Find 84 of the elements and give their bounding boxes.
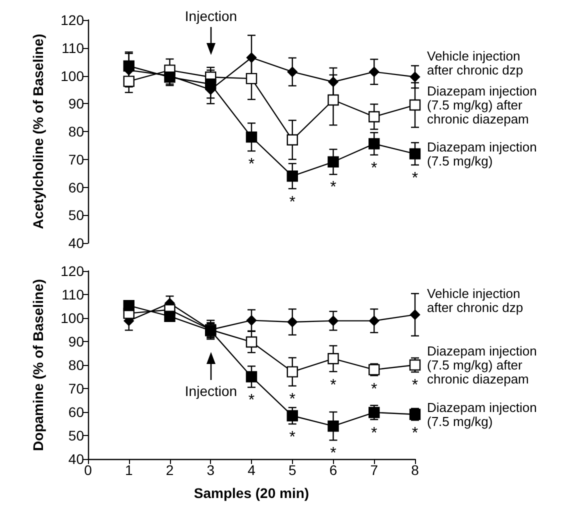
point: [369, 316, 380, 326]
x-tick-label: 6: [329, 462, 338, 478]
annotation: *: [412, 425, 418, 442]
x-tick-label: 8: [411, 462, 420, 478]
point: [328, 94, 339, 106]
x-tick-label: 0: [84, 462, 92, 478]
annotation: Injection: [184, 383, 238, 399]
series-label: Diazepam injection (7.5 mg/kg): [427, 400, 540, 429]
annotation: *: [371, 160, 378, 177]
point: [205, 78, 216, 90]
x-tick-label: 7: [370, 462, 378, 478]
point: [286, 170, 298, 182]
point: [328, 316, 338, 326]
annotation: *: [412, 170, 418, 187]
point: [286, 134, 298, 146]
y-tick-label: 80: [68, 357, 84, 373]
point: [410, 310, 420, 320]
annotation: *: [330, 376, 336, 394]
annotation: *: [412, 377, 418, 394]
point: [123, 300, 134, 312]
point: [328, 353, 339, 364]
point: [328, 76, 338, 87]
y-axis-title: Dopamine (% of Baseline): [30, 279, 46, 451]
point: [246, 371, 258, 382]
point: [328, 156, 339, 168]
y-tick-label: 50: [68, 207, 84, 224]
y-tick-label: 100: [60, 68, 84, 84]
point: [164, 310, 176, 322]
annotation: *: [371, 424, 378, 442]
annotation: *: [371, 380, 378, 398]
annotation: *: [288, 428, 296, 446]
point: [286, 366, 298, 378]
y-tick-label: 90: [68, 334, 84, 350]
point: [410, 72, 420, 82]
series-label: Vehicle injection after chronic dzp: [427, 48, 524, 78]
series-label: Diazepam injection (7.5 mg/kg) after chronic diazepam: [427, 344, 540, 386]
point: [287, 66, 298, 77]
y-tick-label: 90: [68, 96, 84, 112]
x-axis-title: Samples (20 min): [194, 485, 310, 501]
point: [246, 131, 258, 143]
y-tick-label: 110: [62, 40, 84, 56]
x-tick-label: 4: [248, 462, 256, 478]
point: [246, 315, 257, 326]
x-tick-label: 2: [166, 462, 174, 478]
point: [246, 72, 258, 84]
annotation: *: [288, 194, 296, 211]
point: [409, 148, 421, 160]
y-tick-label: 100: [60, 310, 84, 326]
point: [368, 111, 380, 122]
series-label: Vehicle injection after chronic dzp: [427, 286, 524, 316]
point: [246, 336, 258, 348]
y-tick-label: 80: [68, 124, 84, 140]
point: [123, 60, 134, 72]
y-tick-label: 60: [68, 179, 84, 196]
annotation: Injection: [184, 7, 238, 25]
annotation: *: [330, 179, 336, 196]
x-tick-label: 1: [124, 462, 133, 478]
point: [368, 406, 380, 418]
y-tick-label: 70: [68, 380, 84, 396]
point: [369, 66, 380, 77]
point: [368, 138, 380, 150]
y-axis-title: Acetylcholine (% of Baseline): [30, 34, 46, 230]
point: [328, 420, 339, 432]
point: [123, 76, 134, 87]
y-tick-label: 120: [60, 263, 84, 279]
y-tick-label: 40: [68, 235, 84, 251]
y-tick-label: 60: [68, 404, 84, 420]
y-tick-label: 40: [68, 451, 84, 467]
annotation: *: [329, 445, 338, 462]
point: [287, 316, 298, 328]
y-tick-label: 120: [60, 12, 84, 28]
series-label: Diazepam injection (7.5 mg/kg): [427, 139, 540, 168]
annotation: *: [247, 156, 256, 173]
annotation: *: [289, 390, 296, 408]
point: [409, 99, 421, 111]
point: [286, 410, 298, 422]
x-tick-label: 3: [206, 462, 215, 478]
point: [246, 52, 257, 63]
annotation: *: [248, 392, 255, 410]
y-tick-label: 50: [68, 428, 84, 444]
y-tick-label: 110: [62, 286, 84, 302]
x-tick-label: 5: [288, 462, 296, 478]
y-tick-label: 70: [68, 151, 84, 168]
series-label: Diazepam injection (7.5 mg/kg) after chronic diazepam: [427, 84, 540, 127]
